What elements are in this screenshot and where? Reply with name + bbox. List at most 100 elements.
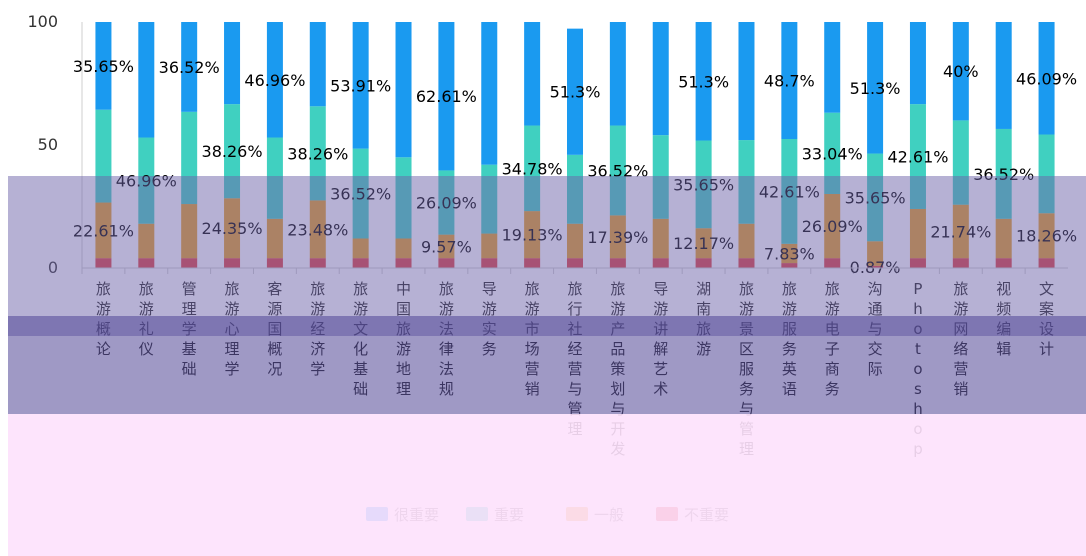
- bar-segment: [652, 135, 669, 219]
- bar-segment: [224, 104, 241, 199]
- bar-segment: [138, 22, 155, 138]
- data-label: 24.35%: [202, 219, 263, 238]
- bar-segment: [609, 258, 626, 268]
- category-label-char: 游: [482, 300, 497, 318]
- bar-segment: [909, 208, 926, 259]
- bar-segment: [266, 22, 283, 138]
- bar-segment: [181, 111, 198, 205]
- category-label-char: 旅: [310, 280, 325, 298]
- data-label: 17.39%: [587, 228, 648, 247]
- data-label: 40%: [943, 62, 979, 81]
- legend-label: 重要: [494, 506, 524, 524]
- category-label-char: 旅: [610, 280, 625, 298]
- bar-segment: [481, 233, 498, 259]
- legend-swatch: [366, 507, 388, 521]
- category-label-char: 律: [439, 340, 454, 358]
- category-label: 视频编辑: [996, 280, 1011, 358]
- category-label-char: 南: [696, 300, 711, 318]
- category-label-char: 游: [953, 300, 968, 318]
- category-label-char: 旅: [225, 280, 240, 298]
- category-label-char: 际: [868, 360, 883, 378]
- bar-segment: [309, 22, 326, 107]
- category-label-char: o: [913, 320, 922, 338]
- category-label-char: 理: [182, 300, 197, 318]
- category-label-char: 实: [482, 320, 497, 338]
- data-label: 22.61%: [73, 221, 134, 240]
- category-label-char: 游: [739, 300, 754, 318]
- bar-segment: [1038, 22, 1055, 135]
- category-label-char: 交: [868, 340, 883, 358]
- category-label-char: 论: [96, 340, 111, 358]
- category-label-char: 化: [353, 340, 368, 358]
- category-label-char: 学: [182, 320, 197, 338]
- category-label-char: 游: [353, 300, 368, 318]
- y-tick-label: 50: [38, 135, 58, 154]
- data-label: 26.09%: [416, 194, 477, 213]
- category-label: 旅行社经营与管理: [567, 280, 582, 438]
- category-label-char: 游: [439, 300, 454, 318]
- bar-segment: [224, 258, 241, 268]
- category-label-char: 市: [525, 320, 540, 338]
- category-label-char: 解: [653, 340, 668, 358]
- category-label: 旅游概论: [96, 280, 111, 358]
- category-label-char: 营: [953, 360, 968, 378]
- category-label-char: 游: [782, 300, 797, 318]
- category-label-char: 社: [567, 320, 582, 338]
- bar-segment: [567, 28, 583, 155]
- category-label-char: 旅: [139, 280, 154, 298]
- bar-segment: [1038, 258, 1055, 268]
- category-label-char: 规: [439, 380, 454, 398]
- data-label: 35.65%: [673, 175, 734, 194]
- bar-segment: [995, 258, 1012, 268]
- bar-segment: [567, 154, 583, 224]
- category-label-char: 地: [396, 360, 411, 378]
- category-label-char: 销: [953, 380, 968, 398]
- category-label-char: 旅: [525, 280, 540, 298]
- bar-segment: [138, 258, 155, 268]
- category-label-char: 旅: [696, 320, 711, 338]
- category-label-char: 理: [567, 420, 582, 438]
- category-label: 旅游文化基础: [353, 280, 368, 398]
- data-label: 23.48%: [287, 220, 348, 239]
- category-label-char: 仪: [139, 340, 154, 358]
- category-label-char: 经: [310, 320, 325, 338]
- bar-segment: [781, 263, 798, 268]
- category-label-char: 景: [739, 320, 754, 338]
- category-label: 客源国概况: [267, 280, 282, 378]
- bar-segment: [395, 22, 412, 158]
- category-label-char: 发: [610, 440, 625, 458]
- bar-segment: [738, 258, 755, 268]
- category-label-char: 法: [439, 320, 454, 338]
- category-label-char: 沟: [868, 280, 883, 298]
- category-label-char: 旅: [782, 280, 797, 298]
- data-label: 12.17%: [673, 234, 734, 253]
- bar-segment: [567, 258, 583, 268]
- legend-swatch: [466, 507, 488, 521]
- data-label: 62.61%: [416, 87, 477, 106]
- bar-segment: [952, 22, 969, 121]
- bar-segment: [395, 157, 412, 239]
- bar-segment: [266, 218, 283, 259]
- category-label-char: p: [913, 440, 923, 458]
- category-label: 导游实务: [482, 280, 497, 358]
- bar-segment: [352, 22, 369, 149]
- category-label-char: 游: [696, 340, 711, 358]
- bar-segment: [824, 258, 841, 268]
- category-label-char: 管: [567, 400, 582, 418]
- data-label: 51.3%: [678, 72, 729, 91]
- category-label-char: P: [913, 280, 922, 298]
- category-label-char: 源: [267, 300, 282, 318]
- data-label: 51.3%: [850, 79, 901, 98]
- bar-segment: [781, 22, 798, 139]
- category-label-char: 务: [482, 340, 497, 358]
- category-label-char: 概: [267, 340, 282, 358]
- bar-segment: [995, 218, 1012, 259]
- data-label: 34.78%: [502, 159, 563, 178]
- bar-segment: [95, 109, 112, 203]
- y-tick-label: 0: [48, 258, 58, 277]
- category-label-char: 品: [610, 340, 625, 358]
- category-label-char: 务: [782, 340, 797, 358]
- legend-swatch: [566, 507, 588, 521]
- bar-segment: [266, 258, 283, 268]
- bar-segment: [266, 137, 283, 219]
